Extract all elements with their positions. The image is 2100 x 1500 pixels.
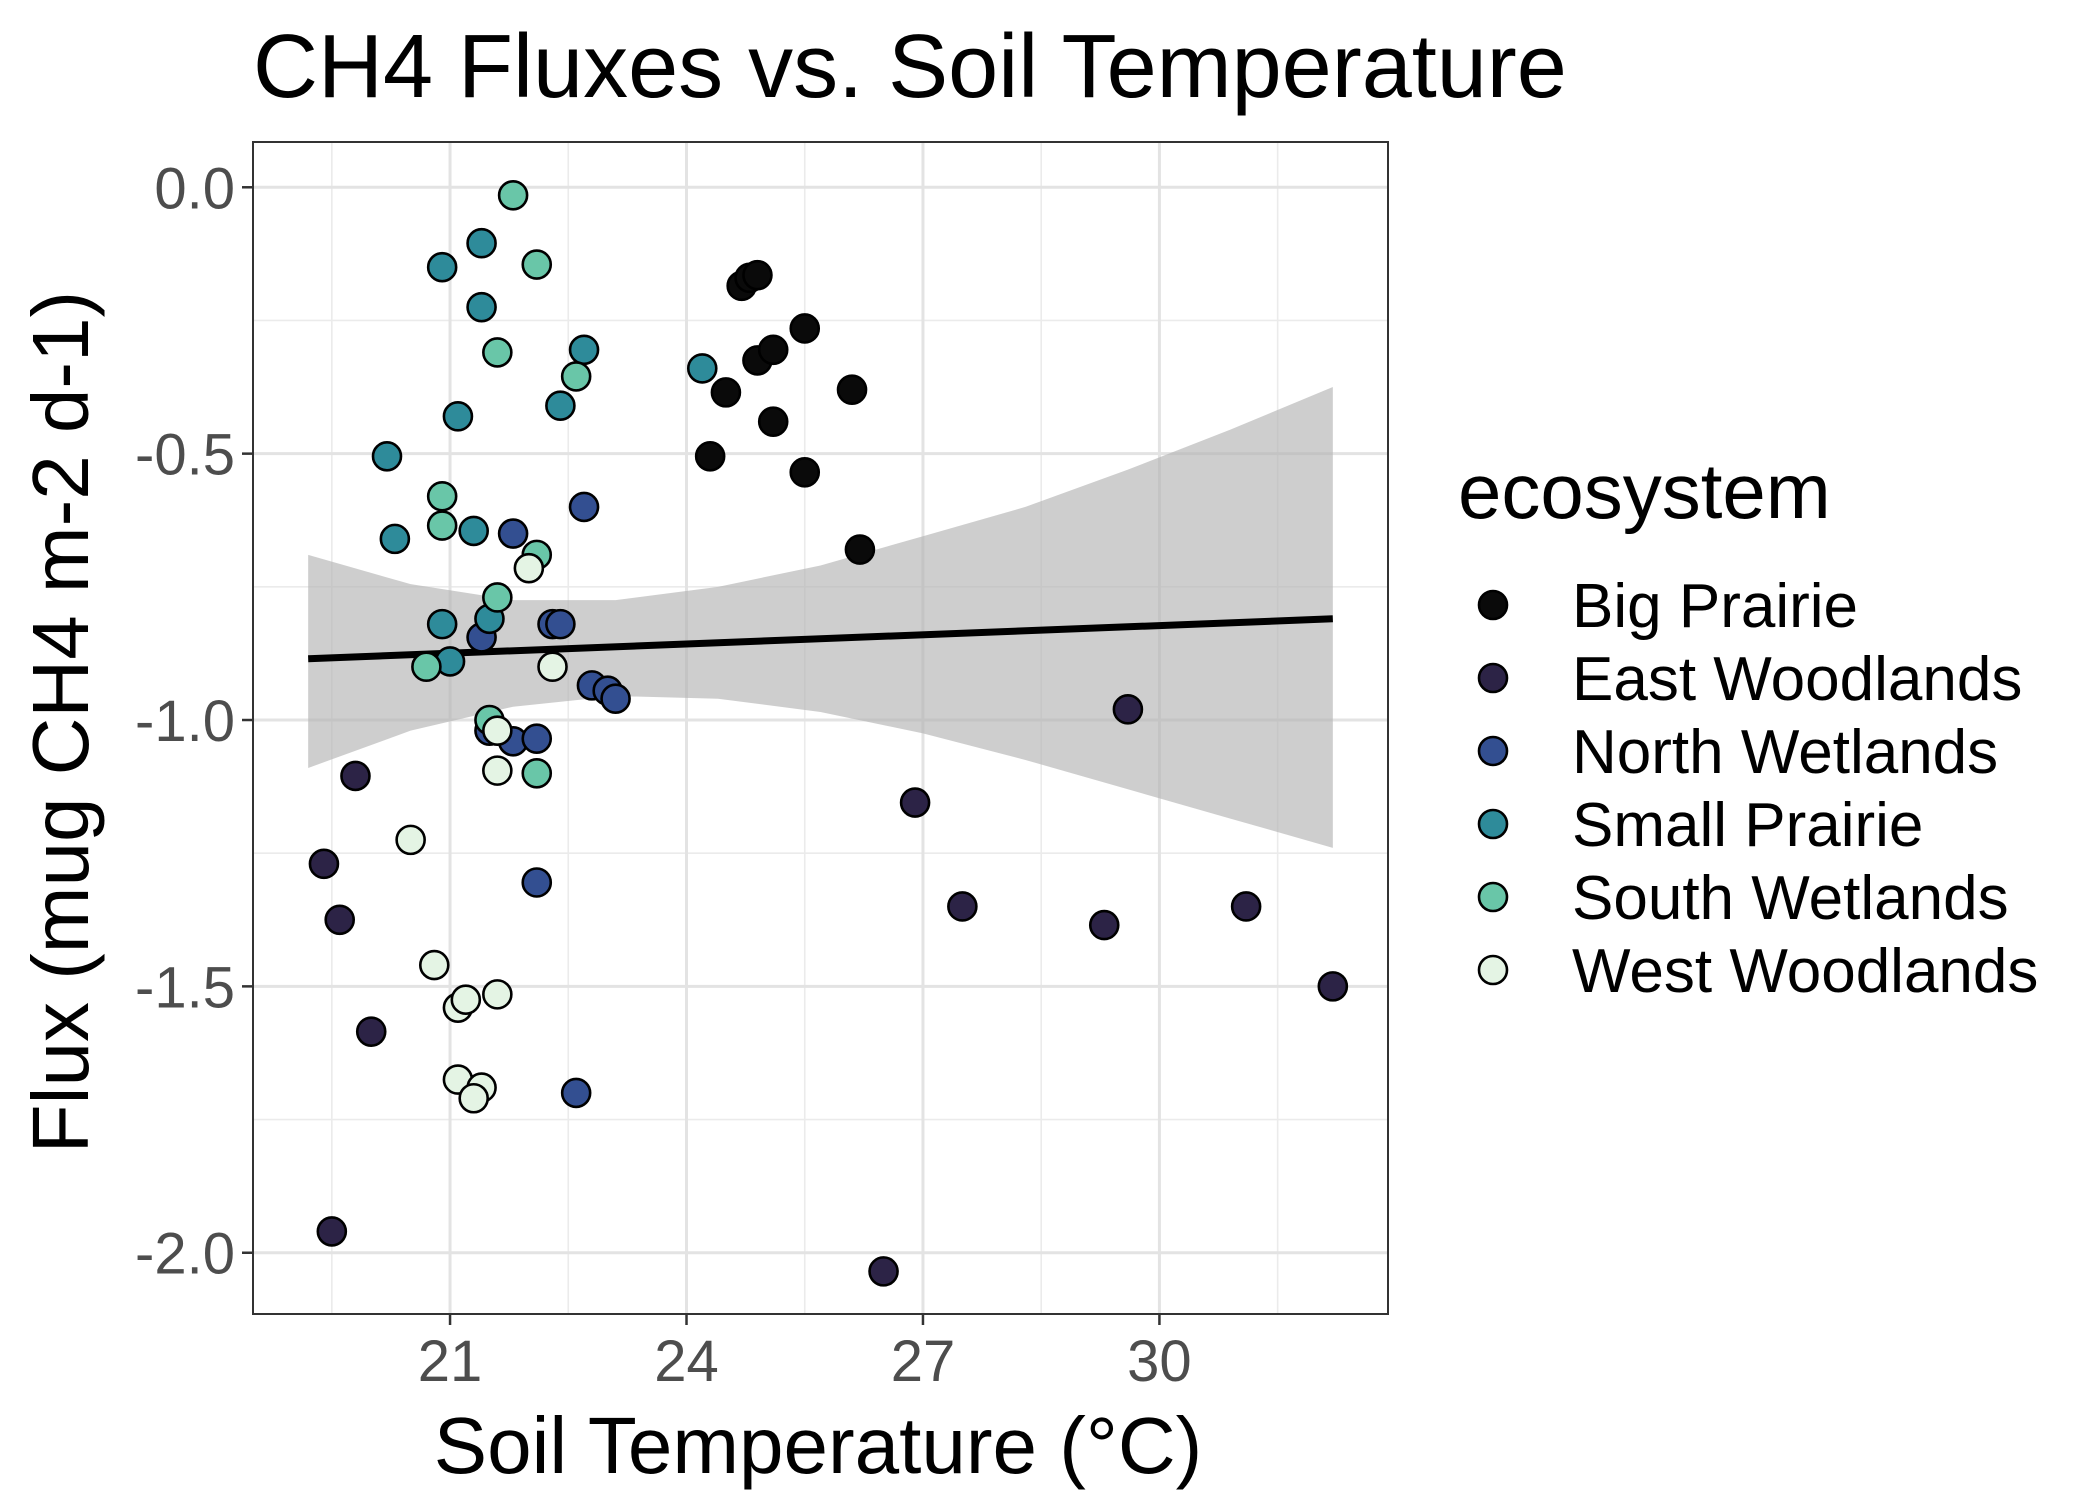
legend-swatch-south-wetlands (1477, 881, 1509, 913)
x-axis-ticks: 21 24 27 30 (418, 1314, 1192, 1394)
point-small-prairie (545, 390, 576, 422)
point-east-woodlands (1230, 891, 1262, 922)
point-east-woodlands (308, 848, 340, 880)
legend-swatch-west-woodlands (1477, 954, 1509, 986)
y-tick-label: -2.0 (135, 1222, 235, 1287)
point-big-prairie (757, 406, 789, 437)
point-east-woodlands (340, 760, 371, 792)
legend-label-north-wetlands: North Wetlands (1572, 718, 1998, 787)
point-south-wetlands (497, 179, 529, 211)
point-small-prairie (426, 251, 458, 283)
point-south-wetlands (426, 510, 458, 541)
point-south-wetlands (426, 480, 458, 512)
point-west-woodlands (537, 651, 568, 683)
point-small-prairie (686, 353, 718, 384)
legend-title: ecosystem (1458, 447, 1831, 535)
y-axis-ticks: 0.0 -0.5 -1.0 -1.5 -2.0 (135, 156, 253, 1287)
legend-label-south-wetlands: South Wetlands (1572, 864, 2009, 933)
x-axis-label: Soil Temperature (°C) (434, 1401, 1203, 1490)
y-axis-label: Flux (mug CH4 m-2 d-1) (16, 291, 105, 1153)
point-small-prairie (426, 608, 458, 640)
x-tick-label: 24 (654, 1329, 719, 1394)
point-north-wetlands (600, 683, 631, 715)
legend-label-west-woodlands: West Woodlands (1572, 937, 2038, 1006)
point-south-wetlands (482, 337, 513, 368)
point-south-wetlands (521, 757, 553, 789)
legend-swatch-small-prairie (1477, 808, 1509, 840)
legend-swatch-east-woodlands (1477, 662, 1509, 694)
y-tick-label: -0.5 (135, 423, 235, 488)
point-small-prairie (379, 523, 411, 555)
point-big-prairie (742, 259, 773, 291)
legend-label-east-woodlands: East Woodlands (1572, 645, 2022, 714)
point-south-wetlands (521, 249, 553, 280)
y-tick-label: 0.0 (154, 156, 235, 221)
point-big-prairie (789, 456, 821, 488)
legend-swatch-big-prairie (1477, 589, 1509, 621)
plot-panel (252, 141, 1389, 1315)
point-small-prairie (442, 401, 474, 432)
y-tick-label: -1.0 (135, 689, 235, 754)
point-east-woodlands (868, 1256, 899, 1287)
point-west-woodlands (482, 755, 513, 786)
point-south-wetlands (560, 361, 592, 392)
point-big-prairie (757, 334, 789, 366)
point-big-prairie (694, 441, 726, 472)
point-east-woodlands (1317, 971, 1349, 1002)
y-tick-label: -1.5 (135, 955, 235, 1020)
point-small-prairie (568, 334, 600, 366)
point-east-woodlands (324, 904, 356, 936)
point-east-woodlands (316, 1216, 348, 1247)
point-east-woodlands (899, 787, 931, 818)
legend-label-big-prairie: Big Prairie (1572, 572, 1858, 641)
point-west-woodlands (482, 979, 513, 1010)
point-big-prairie (710, 377, 742, 408)
point-small-prairie (466, 227, 497, 259)
panel-border (252, 141, 1389, 1315)
point-west-woodlands (450, 984, 482, 1015)
point-west-woodlands (418, 949, 450, 981)
point-north-wetlands (497, 518, 529, 549)
point-north-wetlands (521, 867, 553, 898)
point-small-prairie (371, 441, 403, 472)
point-north-wetlands (521, 723, 553, 754)
point-big-prairie (836, 374, 868, 406)
point-north-wetlands (560, 1077, 592, 1109)
point-east-woodlands (1088, 909, 1120, 941)
point-north-wetlands (545, 608, 576, 640)
point-east-woodlands (947, 891, 978, 922)
point-east-woodlands (355, 1016, 387, 1047)
x-tick-label: 27 (891, 1329, 956, 1394)
point-west-woodlands (513, 552, 545, 584)
x-tick-label: 30 (1127, 1329, 1192, 1394)
chart-title: CH4 Fluxes vs. Soil Temperature (253, 17, 1567, 117)
point-south-wetlands (482, 582, 513, 613)
point-east-woodlands (1112, 694, 1144, 725)
point-big-prairie (844, 534, 876, 565)
y-axis-title: Flux (mug CH4 m-2 d-1) (16, 291, 105, 1153)
point-west-woodlands (482, 715, 513, 746)
point-north-wetlands (568, 491, 600, 523)
point-south-wetlands (411, 651, 442, 683)
legend-label-small-prairie: Small Prairie (1572, 791, 1923, 860)
legend-swatch-north-wetlands (1477, 735, 1509, 767)
x-tick-label: 21 (418, 1329, 483, 1394)
point-small-prairie (466, 291, 497, 323)
point-west-woodlands (458, 1082, 489, 1114)
data-points (308, 179, 1349, 1287)
point-small-prairie (458, 515, 489, 547)
point-west-woodlands (395, 824, 426, 856)
confidence-band (308, 387, 1333, 848)
point-big-prairie (789, 313, 821, 344)
